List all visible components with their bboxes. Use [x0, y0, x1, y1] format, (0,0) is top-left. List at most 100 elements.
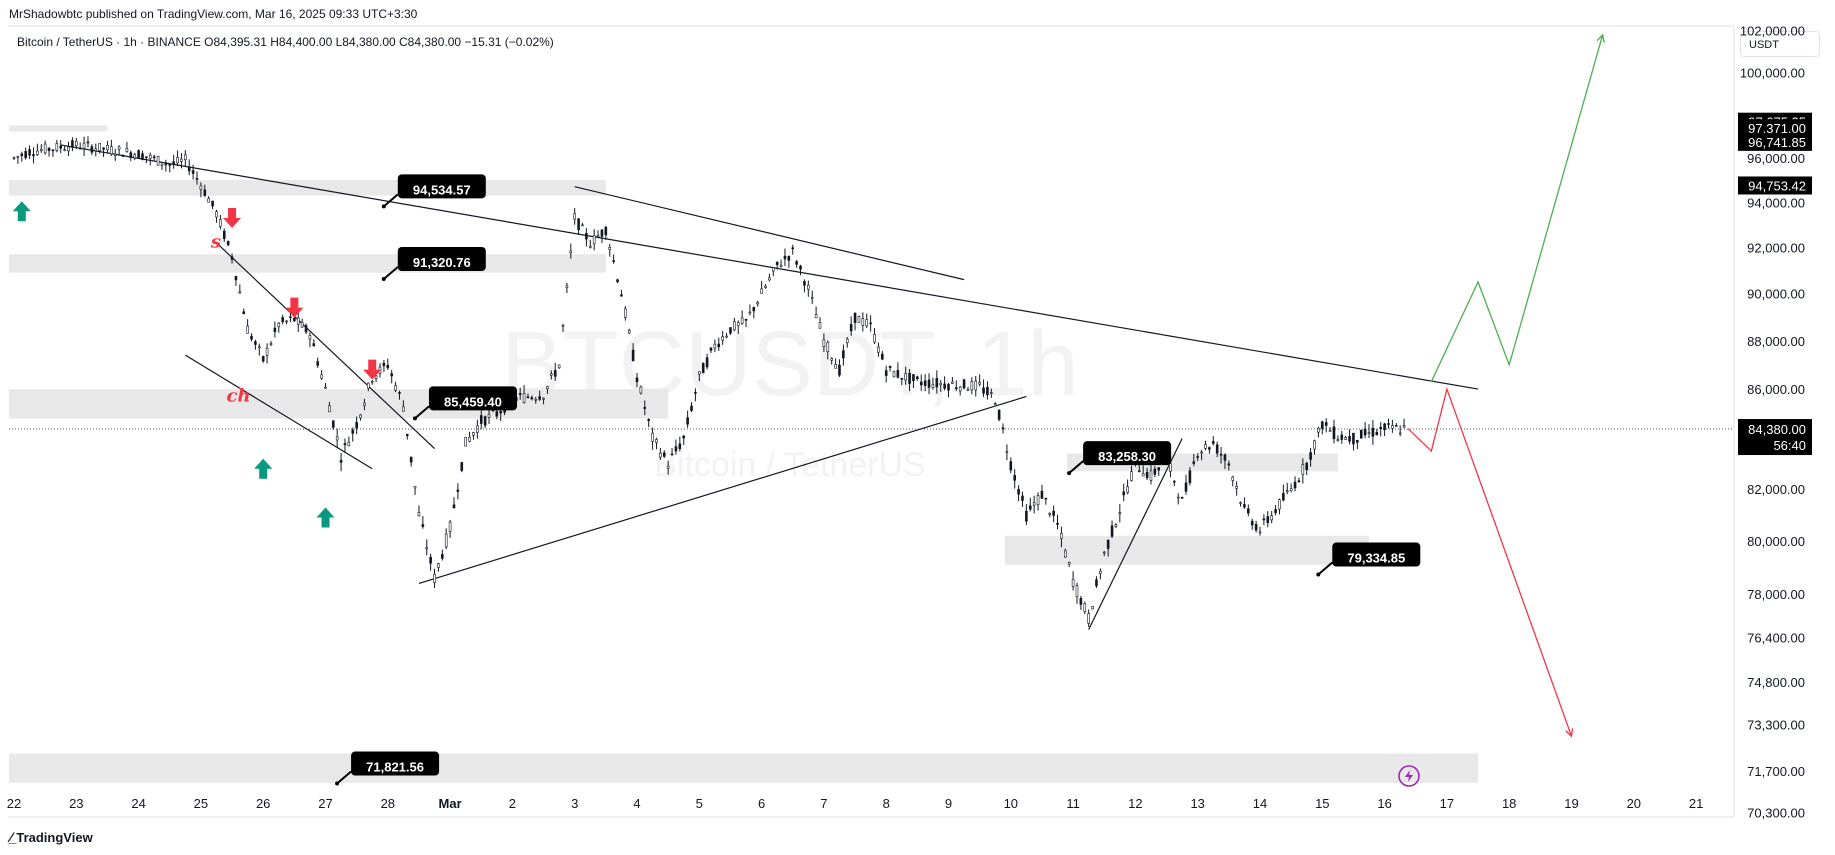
candle-body [569, 250, 573, 254]
trendline [574, 186, 965, 281]
candle-body [592, 235, 596, 245]
candle-body [1340, 434, 1344, 440]
y-tick-label: 78,000.00 [1747, 587, 1805, 602]
candle-body [834, 364, 837, 369]
candle-body [1208, 447, 1211, 450]
x-tick-label: 4 [633, 796, 640, 811]
y-tick-label: 94,000.00 [1747, 195, 1805, 210]
candle-body [246, 325, 249, 334]
price-label-pointer [414, 405, 430, 420]
candle-body [736, 322, 740, 326]
candle-body [55, 143, 59, 151]
candle-body [1321, 421, 1324, 429]
candle-body [990, 392, 993, 394]
projection-arrowhead [1565, 728, 1574, 738]
candle-body [756, 302, 760, 305]
lightning-icon[interactable] [1398, 765, 1420, 787]
candle-body [550, 373, 553, 376]
candle-body [935, 378, 939, 388]
candle-body [448, 521, 452, 532]
candle-body [172, 161, 175, 164]
candle-body [845, 338, 849, 344]
candle-body [125, 148, 129, 152]
x-tick-label: 13 [1190, 796, 1204, 811]
candle-body [413, 486, 417, 489]
candle-body [865, 319, 869, 327]
candle-body [47, 147, 51, 151]
candle-body [117, 146, 121, 150]
candle-body [51, 149, 55, 152]
candle-body [160, 163, 164, 166]
candle-body [1196, 456, 1199, 458]
candle-body [522, 393, 526, 403]
candle-body [1032, 502, 1036, 506]
candle-body [1394, 425, 1398, 427]
price-label-pointer [383, 266, 399, 280]
candle-body [830, 358, 833, 361]
zone-rect [9, 125, 108, 132]
candle-body [250, 335, 253, 340]
candle-body [285, 320, 288, 323]
candle-body [877, 346, 880, 353]
candle-body [557, 364, 561, 369]
y-tick-label: 86,000.00 [1747, 382, 1805, 397]
candle-body [1017, 489, 1020, 495]
candle-body [129, 152, 133, 158]
candle-body [164, 163, 168, 166]
candle-body [234, 276, 238, 281]
candle-body [1317, 427, 1320, 433]
candle-body [464, 436, 467, 447]
candle-body [300, 321, 304, 328]
candle-body [1235, 485, 1238, 489]
candle-body [1211, 441, 1215, 444]
x-tick-label: 6 [758, 796, 765, 811]
candle-body [199, 185, 203, 190]
candle-body [775, 261, 779, 265]
candle-body [370, 380, 374, 383]
watermark-sub: Bitcoin / TetherUS [654, 446, 926, 484]
price-label-dot [1316, 572, 1321, 577]
candle-body [1262, 518, 1266, 521]
candle-body [600, 229, 604, 237]
candle-body [970, 381, 974, 391]
candle-body [468, 436, 471, 442]
x-tick-label: 12 [1128, 796, 1142, 811]
x-tick-label: 2 [509, 796, 516, 811]
candle-body [168, 163, 172, 166]
candle-body [1056, 522, 1059, 525]
candle-body [974, 380, 978, 391]
projection-arrowhead [1596, 33, 1605, 43]
candle-body [359, 414, 362, 419]
candle-body [565, 285, 569, 288]
tradingview-footer[interactable]: ⁄̲ TradingView [10, 829, 93, 845]
candle-body [561, 324, 565, 327]
candle-body [1301, 464, 1305, 476]
trendline [185, 354, 373, 470]
candle-body [421, 524, 425, 527]
price-axis-badge-text: 96,741.85 [1748, 135, 1806, 150]
candle-body [1383, 423, 1386, 430]
candle-body [1153, 468, 1157, 475]
countdown-text: 56:40 [1773, 438, 1806, 453]
x-tick-label: 11 [1066, 796, 1080, 811]
candle-body [1169, 463, 1172, 472]
trendline-layer [60, 144, 1479, 630]
candle-body [24, 151, 27, 159]
candle-body [269, 343, 273, 346]
candle-body [713, 343, 717, 349]
candle-body [1126, 486, 1129, 493]
candle-body [367, 382, 370, 389]
candle-body [1258, 531, 1262, 534]
candle-body [1079, 598, 1083, 605]
candle-body [242, 311, 246, 315]
x-tick-label: 25 [194, 796, 208, 811]
currency-button[interactable]: USDT [1740, 31, 1820, 57]
candle-body [639, 386, 643, 394]
candle-body [881, 353, 884, 360]
candle-body [343, 443, 347, 446]
candle-body [335, 436, 339, 441]
arrow-up-icon [254, 458, 273, 479]
price-label-dot [412, 416, 417, 421]
candle-body [803, 281, 806, 286]
